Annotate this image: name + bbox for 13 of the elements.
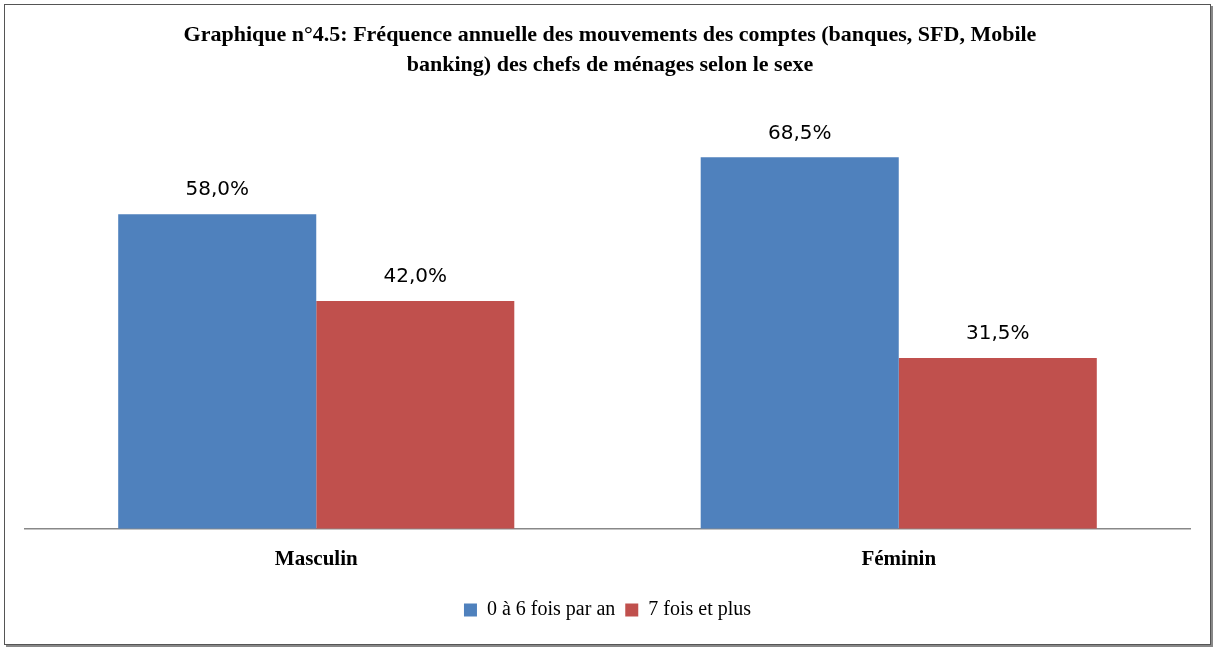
- bar: [316, 301, 515, 529]
- bar: [118, 214, 317, 529]
- chart-title: Graphique n°4.5: Fréquence annuelle des mouvements des comptes (banques, SFD, Mobile banking) des chefs de ménages selon le sexe: [182, 20, 1038, 78]
- legend-label: 7 fois et plus: [648, 597, 752, 621]
- data-label: 42,0%: [383, 263, 448, 288]
- data-label: 68,5%: [767, 119, 832, 144]
- data-label: 58,0%: [185, 176, 249, 201]
- x-tick-label: Masculin: [274, 545, 358, 570]
- legend-label: 0 à 6 fois par an: [486, 597, 616, 621]
- data-label: 31,5%: [966, 320, 1030, 345]
- bar: [700, 157, 899, 529]
- x-tick-label: Féminin: [861, 545, 937, 570]
- bar: [898, 357, 1097, 529]
